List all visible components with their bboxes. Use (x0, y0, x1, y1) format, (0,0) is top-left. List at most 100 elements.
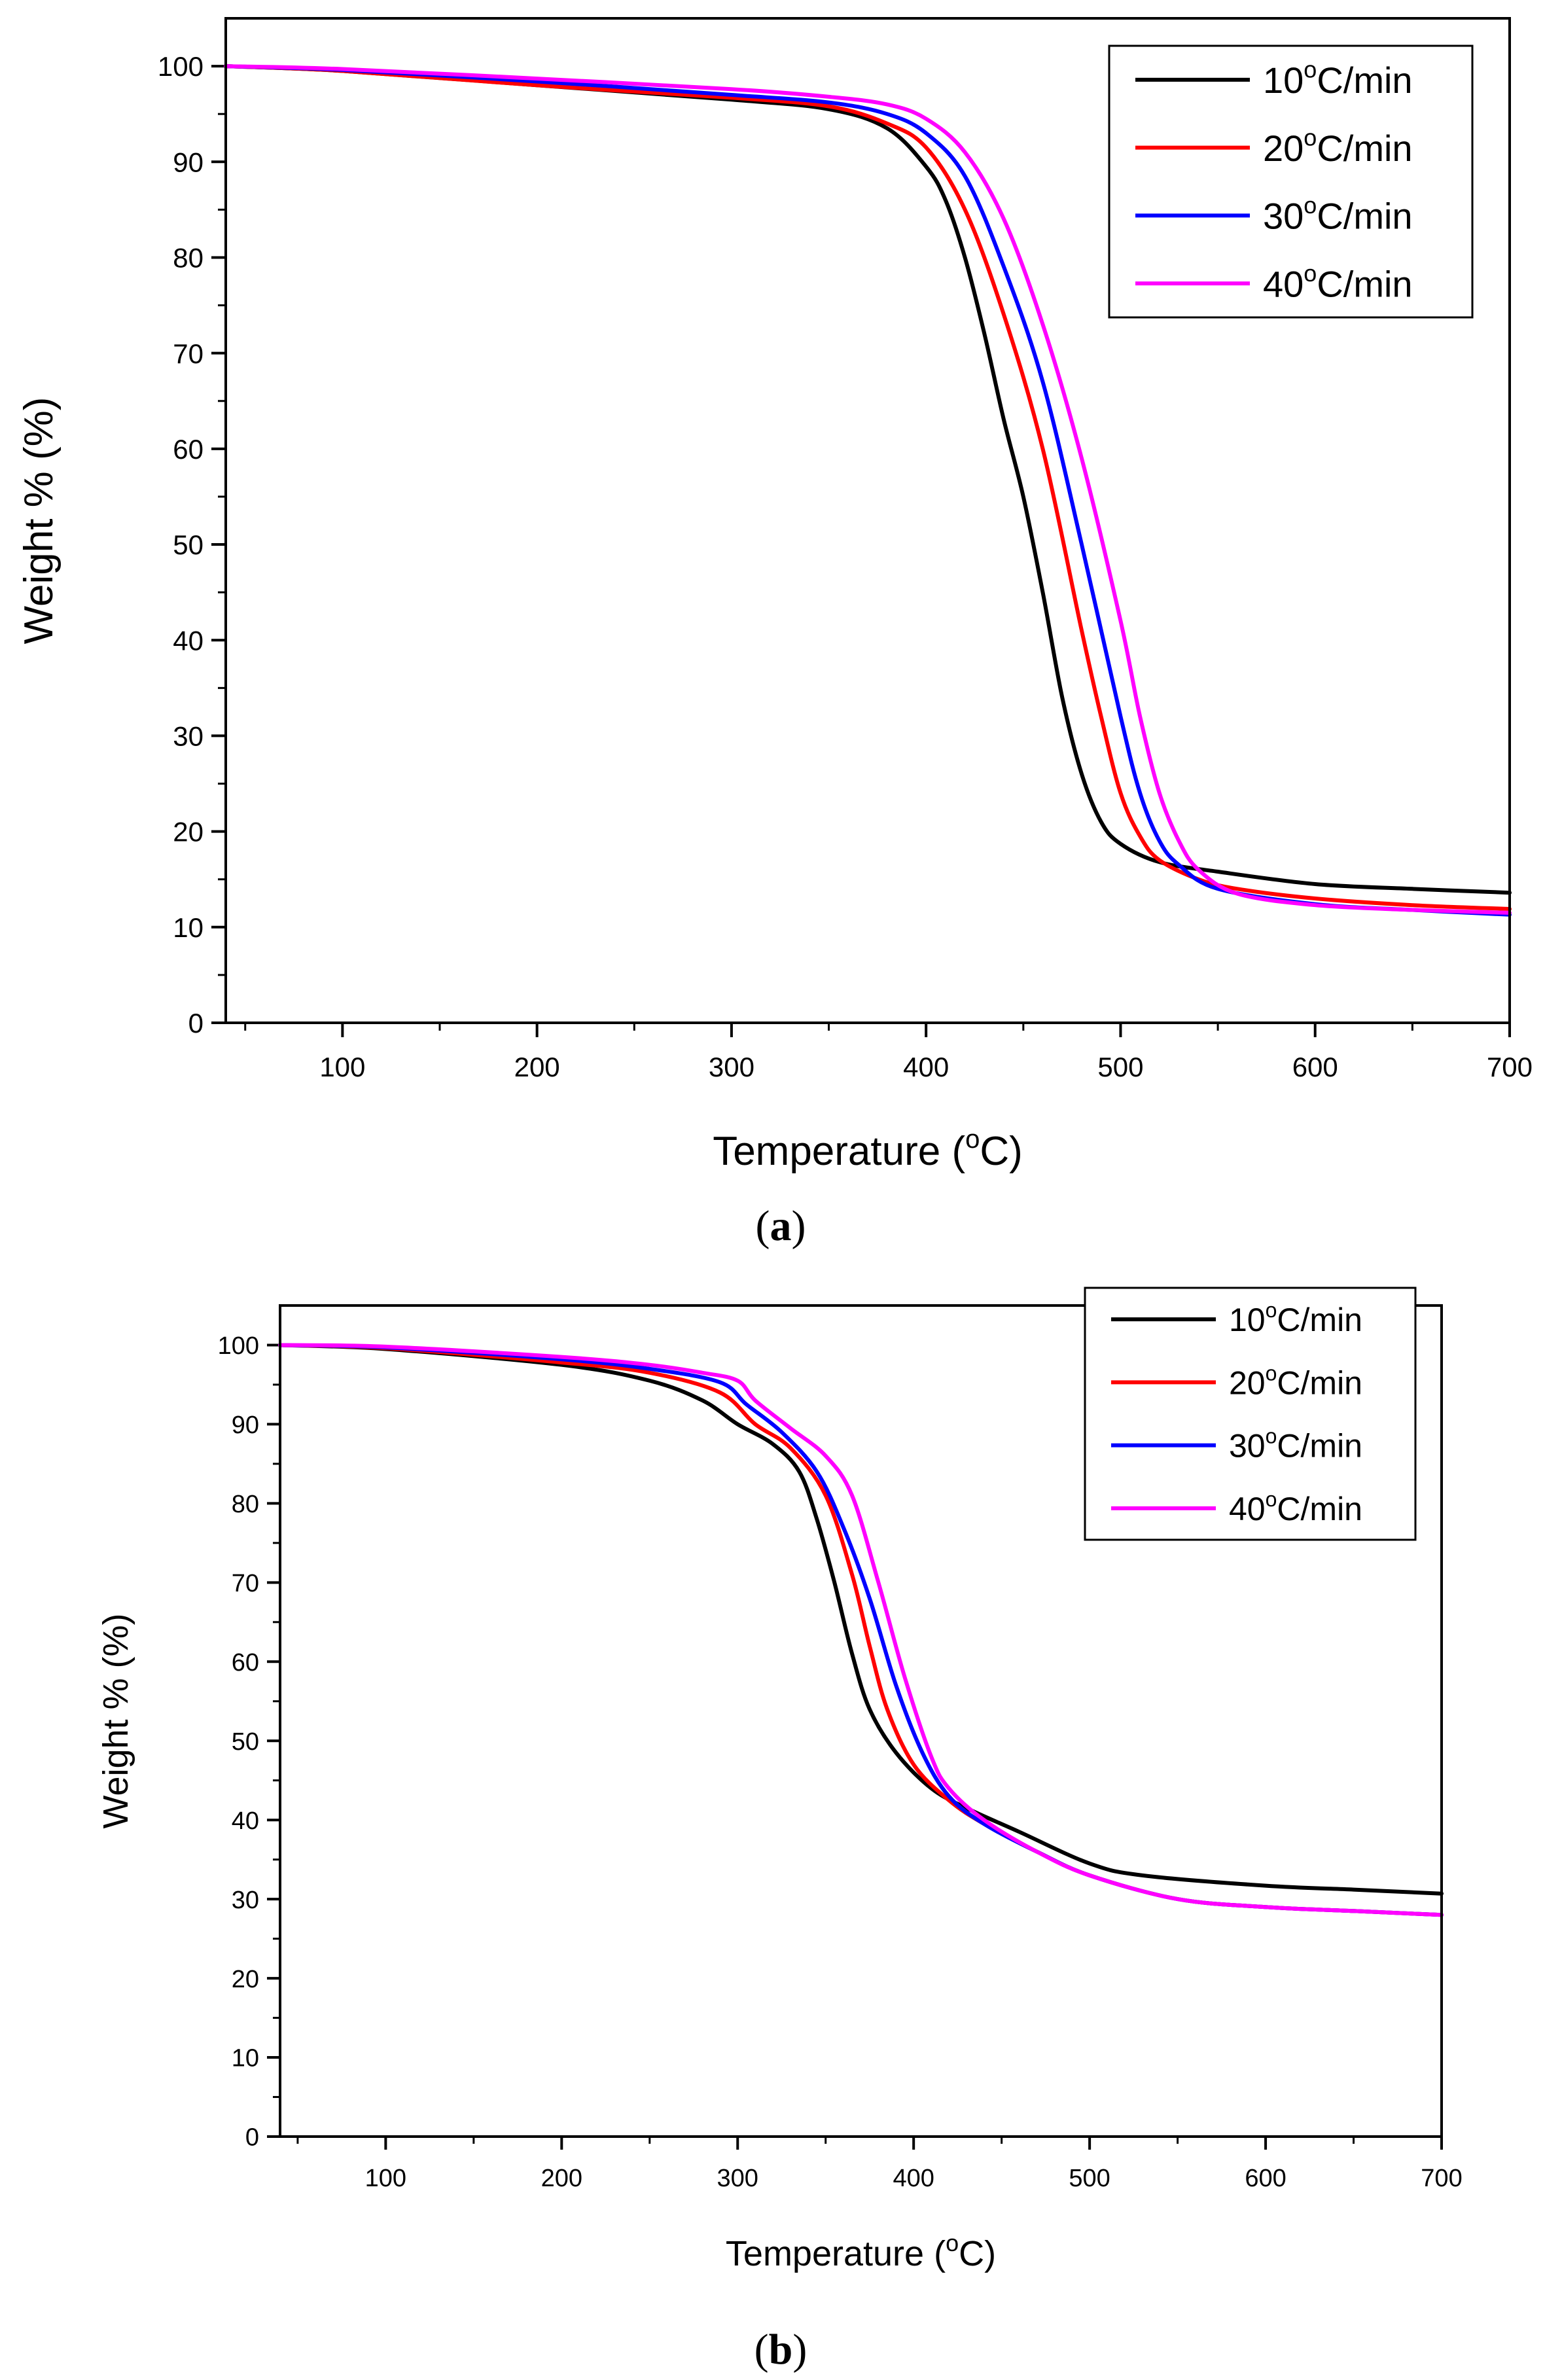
y-tick-label: 30 (232, 1887, 259, 1914)
x-tick-label: 200 (541, 2165, 582, 2192)
x-tick-label: 600 (1245, 2165, 1286, 2192)
x-tick-label: 500 (1097, 1052, 1143, 1082)
panel-b-chart: 100 200 300 400 500 600 700 0 10 20 30 40 50 60 70 80 90… (96, 1287, 1463, 2273)
x-tick-label: 600 (1292, 1052, 1338, 1082)
panel-b-x-axis-label-degree: o (946, 2229, 959, 2256)
x-tick-label: 500 (1069, 2165, 1110, 2192)
legend-label-rate: 40 (1229, 1491, 1266, 1527)
legend-label-unit: C/min (1277, 1302, 1362, 1338)
panel-b-caption: (b) (754, 2326, 808, 2373)
legend-label: 20oC/min (1263, 124, 1413, 169)
x-tick-label: 400 (893, 2165, 934, 2192)
panel-b-x-axis-label: Temperature (oC) (726, 2229, 996, 2273)
panel-a-x-axis-label-main: Temperature ( (713, 1129, 965, 1174)
panel-b-x-axis-label-unit: C) (959, 2234, 996, 2273)
series-line-40c-min (278, 1343, 1444, 1917)
series-line-40c-min (224, 64, 1512, 915)
legend-label-rate: 10 (1263, 60, 1304, 101)
y-tick-label: 80 (173, 243, 204, 274)
panel-b-x-axis-label-main: Temperature ( (726, 2234, 946, 2273)
legend-label: 10oC/min (1263, 56, 1413, 101)
y-tick-label: 50 (232, 1728, 259, 1756)
panel-a-tick-labels: 100 200 300 400 500 600 700 0 10 20 30 40 50 60 70 80 90… (158, 51, 1533, 1082)
x-tick-label: 300 (709, 1052, 754, 1082)
series-line-20c-min (224, 64, 1512, 911)
legend-label-rate: 10 (1229, 1302, 1266, 1338)
y-tick-label: 40 (173, 625, 204, 656)
legend-label-degree: o (1266, 1425, 1277, 1448)
series-line-30c-min (224, 64, 1512, 917)
panel-b-legend (1084, 1287, 1417, 1541)
legend-label-unit: C/min (1277, 1491, 1362, 1527)
y-tick-label: 50 (173, 529, 204, 560)
x-tick-label: 700 (1487, 1052, 1533, 1082)
legend-label-degree: o (1266, 1487, 1277, 1511)
panel-a-caption: (a) (756, 1202, 806, 1250)
legend-label-degree: o (1304, 56, 1317, 83)
y-tick-label: 70 (173, 338, 204, 369)
y-tick-label: 90 (232, 1412, 259, 1439)
panel-a-legend (1108, 44, 1474, 319)
x-tick-label: 200 (514, 1052, 560, 1082)
legend-label-degree: o (1304, 192, 1317, 219)
legend-label-rate: 30 (1229, 1428, 1266, 1465)
series-line-10c-min (278, 1343, 1444, 1896)
x-tick-label: 100 (319, 1052, 365, 1082)
legend-label-rate: 30 (1263, 196, 1304, 237)
y-tick-label: 0 (245, 2124, 259, 2152)
y-tick-label: 40 (232, 1807, 259, 1835)
legend-label-degree: o (1266, 1298, 1277, 1322)
legend-label-unit: C/min (1317, 128, 1412, 169)
y-tick-label: 70 (232, 1570, 259, 1597)
x-tick-label: 100 (365, 2165, 406, 2192)
panel-a-plot-frame (224, 17, 1511, 1024)
legend-label-unit: C/min (1317, 263, 1412, 304)
legend-label-degree: o (1304, 124, 1317, 151)
y-tick-label: 30 (173, 721, 204, 752)
y-tick-label: 90 (173, 147, 204, 177)
legend-label: 40oC/min (1263, 260, 1413, 305)
panel-a-x-axis-label-degree: o (965, 1125, 980, 1154)
legend-label-unit: C/min (1317, 196, 1412, 237)
legend-label: 20oC/min (1229, 1361, 1362, 1401)
y-tick-label: 20 (232, 1966, 259, 1993)
legend-label-degree: o (1266, 1361, 1277, 1385)
y-tick-label: 100 (158, 51, 204, 82)
y-tick-label: 60 (173, 434, 204, 465)
legend-label-degree: o (1304, 260, 1317, 287)
legend-label: 10oC/min (1229, 1298, 1362, 1338)
y-tick-label: 10 (232, 2045, 259, 2072)
y-tick-label: 60 (232, 1649, 259, 1677)
panel-a-caption-letter: a (770, 1202, 792, 1250)
legend-label-unit: C/min (1277, 1364, 1362, 1401)
panel-a-chart: 100 200 300 400 500 600 700 0 10 20 30 40 50 60 70 80 90… (16, 17, 1533, 1174)
x-tick-label: 300 (717, 2165, 758, 2192)
panel-a-x-axis-label: Temperature (oC) (713, 1125, 1023, 1174)
legend-label-unit: C/min (1277, 1428, 1362, 1465)
panel-b-y-axis-label: Weight % (%) (96, 1613, 135, 1828)
panel-a-x-axis-label-unit: C) (980, 1129, 1022, 1174)
legend-label: 40oC/min (1229, 1487, 1362, 1527)
legend-label-rate: 20 (1229, 1364, 1266, 1401)
panel-b-caption-letter: b (769, 2326, 793, 2373)
legend-label: 30oC/min (1229, 1425, 1362, 1465)
y-tick-label: 100 (218, 1332, 259, 1360)
panel-b-plot-frame (279, 1304, 1443, 2138)
y-tick-label: 20 (173, 817, 204, 847)
legend-label-unit: C/min (1317, 60, 1412, 101)
y-tick-label: 0 (188, 1008, 204, 1039)
panel-b-series (278, 1343, 1444, 1917)
legend-label-rate: 40 (1263, 263, 1304, 304)
y-tick-label: 80 (232, 1491, 259, 1518)
panel-a-y-axis-label: Weight % (%) (16, 397, 62, 645)
panel-b-tick-labels: 100 200 300 400 500 600 700 0 10 20 30 40 50 60 70 80 90… (218, 1332, 1463, 2192)
legend-label: 30oC/min (1263, 192, 1413, 237)
y-tick-label: 10 (173, 912, 204, 943)
x-tick-label: 700 (1421, 2165, 1462, 2192)
x-tick-label: 400 (903, 1052, 949, 1082)
panel-a-series (224, 64, 1512, 917)
